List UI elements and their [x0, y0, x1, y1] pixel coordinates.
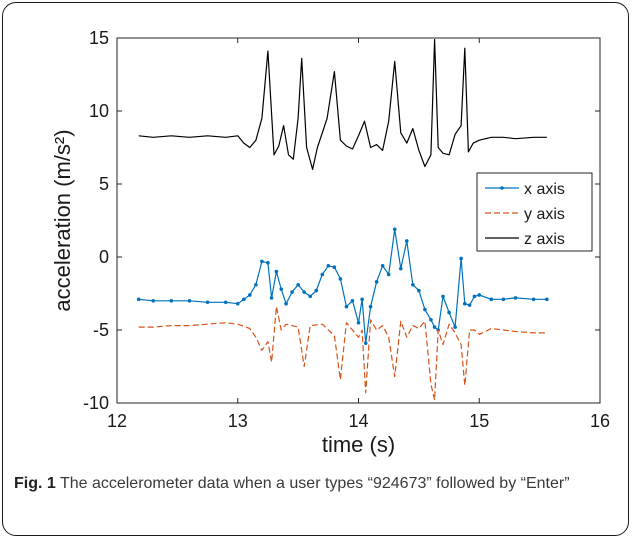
series-point [187, 299, 192, 303]
y-tick-label: 5 [99, 174, 109, 194]
series-point [279, 287, 284, 291]
series-point [467, 303, 472, 307]
series-point [405, 239, 409, 243]
series-point [235, 301, 240, 306]
series-point [308, 294, 313, 299]
series-point [223, 300, 228, 305]
legend-swatch-dot [500, 186, 504, 190]
y-tick-label: 0 [99, 247, 109, 267]
x-tick-label: 13 [228, 411, 248, 431]
series-point [513, 296, 518, 300]
caption-text: The accelerometer data when a user types… [59, 475, 570, 492]
figure-frame [2, 2, 629, 536]
series-point [459, 256, 463, 261]
caption-label: Fig. 1 [14, 475, 56, 492]
series-point [398, 266, 403, 271]
x-tick-label: 14 [348, 411, 368, 431]
y-tick-label: 10 [89, 101, 109, 121]
series-point [332, 265, 337, 270]
series-point [248, 293, 252, 297]
series-point [350, 299, 355, 303]
series-point [314, 288, 319, 293]
series-point [360, 297, 364, 302]
series-point [169, 299, 174, 303]
figure-caption: Fig. 1 The accelerometer data when a use… [14, 472, 614, 496]
series-point [545, 297, 549, 302]
series-point [344, 304, 349, 309]
legend-label: y axis [524, 206, 565, 223]
series-point [501, 297, 506, 302]
series-point [363, 341, 368, 345]
series-point [338, 277, 343, 281]
series-point [489, 297, 494, 302]
series-point [423, 307, 427, 312]
series-point [284, 301, 288, 306]
series-point [136, 297, 141, 302]
series-point [151, 299, 156, 303]
series-point [320, 272, 325, 277]
series-point [392, 227, 397, 232]
series-point [326, 263, 331, 268]
series-point [441, 294, 445, 299]
series-point [269, 296, 274, 300]
y-tick-label: -10 [83, 393, 109, 413]
series-point [356, 320, 361, 325]
series-line-2 [138, 38, 547, 170]
series-point [254, 282, 258, 287]
series-point [302, 290, 306, 294]
series-point [274, 269, 279, 274]
series-point [432, 325, 437, 329]
series-point [266, 261, 270, 265]
accelerometer-chart: 12 13 14 15 16 -10 -5 0 5 10 15 time (s) acceleratio… [50, 28, 610, 457]
legend-label: x axis [524, 181, 565, 198]
series-point [411, 282, 415, 287]
plot-area: 12 13 14 15 16 -10 -5 0 5 10 15 time (s) acceleratio… [50, 28, 610, 457]
series-point [462, 301, 467, 306]
series-line-0 [138, 228, 547, 344]
series-point [386, 272, 391, 277]
series-point [453, 325, 457, 329]
series-point [417, 288, 421, 293]
series-point [205, 300, 210, 305]
series-point [296, 282, 300, 287]
series-point [447, 310, 451, 315]
x-tick-label: 12 [107, 411, 127, 431]
series-point [380, 263, 385, 268]
y-tick-label: -5 [93, 320, 109, 340]
series-point [368, 304, 373, 309]
legend-label: z axis [524, 231, 565, 248]
x-tick-label: 16 [590, 411, 610, 431]
series-point [241, 297, 246, 302]
series-point [477, 293, 482, 297]
y-tick-label: 15 [89, 28, 109, 48]
series-point [290, 290, 294, 294]
series-point [531, 297, 536, 302]
series-point [429, 317, 433, 322]
series-line-1 [138, 306, 547, 401]
x-tick-label: 15 [469, 411, 489, 431]
x-axis-label: time (s) [322, 432, 395, 457]
series-point [472, 294, 477, 299]
y-axis-label: acceleration (m/s²) [50, 129, 75, 311]
series-point [374, 280, 379, 284]
series-point [260, 259, 264, 264]
